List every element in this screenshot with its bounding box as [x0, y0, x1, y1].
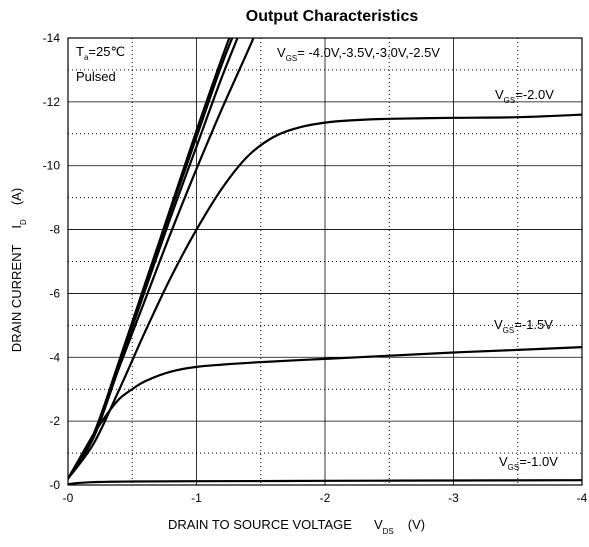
series-curve-vgs35	[68, 38, 234, 480]
series-curve-vgs25	[68, 38, 255, 480]
y-axis-label: DRAIN CURRENTID(A)	[9, 188, 28, 352]
chart-title: Output Characteristics	[246, 8, 419, 25]
annotation-vgs-1-5v: VGS=-1.5V	[494, 317, 553, 335]
condition-temperature: Ta=25℃	[76, 44, 125, 62]
annotation-vgs-high: VGS= -4.0V,-3.5V,-3.0V,-2.5V	[277, 45, 440, 63]
y-tick-label: -4	[49, 350, 60, 364]
series-curve-vgs15	[68, 346, 582, 480]
curves	[68, 38, 582, 485]
y-tick-label: -8	[49, 223, 60, 237]
y-tick-labels: -0 -2 -4 -6 -8 -10 -12 -14	[43, 31, 61, 492]
x-tick-label: -4	[577, 491, 588, 505]
y-tick-label: -10	[43, 159, 61, 173]
x-tick-label: -0	[63, 491, 74, 505]
y-tick-label: -12	[43, 95, 61, 109]
x-axis-label: DRAIN TO SOURCE VOLTAGE VDS (V)	[168, 517, 425, 536]
series-curve-vgs20	[68, 113, 582, 480]
series-curve-vgs10	[68, 479, 582, 485]
y-tick-label: -0	[49, 478, 60, 492]
x-tick-label: -2	[320, 491, 331, 505]
annotation-vgs-1v: VGS=-1.0V	[499, 454, 558, 472]
x-tick-label: -1	[191, 491, 202, 505]
annotation-vgs-2v: VGS=-2.0V	[495, 87, 554, 105]
x-tick-labels: -0 -1 -2 -3 -4	[63, 491, 588, 505]
y-tick-label: -6	[49, 286, 60, 300]
condition-pulsed: Pulsed	[76, 69, 116, 84]
y-tick-label: -2	[49, 414, 60, 428]
plot-frame	[67, 37, 583, 486]
y-tick-label: -14	[43, 31, 61, 45]
x-tick-label: -3	[448, 491, 459, 505]
